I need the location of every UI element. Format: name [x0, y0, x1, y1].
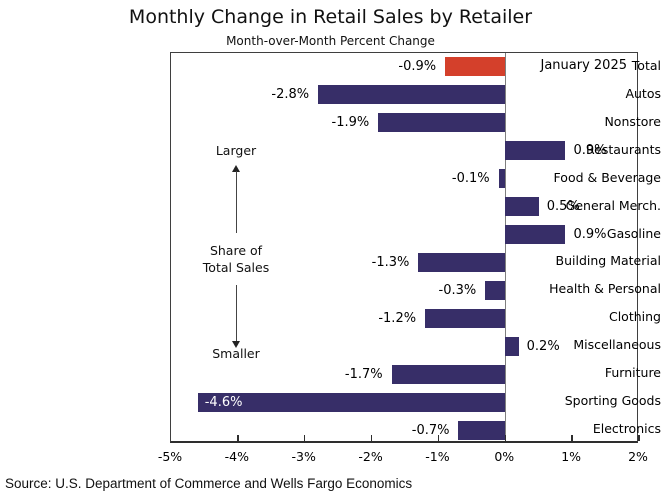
x-tick-mark [370, 435, 373, 441]
category-label-furniture: Furniture [604, 365, 661, 381]
category-label-autos: Autos [625, 85, 661, 101]
x-tick-label: -3% [291, 449, 316, 464]
bar-value-label: -2.8% [271, 87, 310, 103]
bar-nonstore [378, 113, 506, 133]
x-tick-label: -1% [425, 449, 450, 464]
bar-value-label: 0.9% [573, 227, 607, 243]
x-tick-mark [504, 435, 507, 441]
category-label-miscellaneous: Miscellaneous [573, 337, 661, 353]
x-tick-label: 2% [628, 449, 648, 464]
annotation-share-of-total-sales: Share of Total Sales [181, 243, 291, 277]
category-label-restaurants: Restaurants [586, 141, 661, 157]
x-tick-label: -2% [358, 449, 383, 464]
x-tick-mark [571, 435, 573, 441]
annotation-share-line1: Share of [209, 243, 263, 258]
bar-furniture [391, 364, 506, 384]
bar-clothing [425, 308, 506, 328]
category-label-building-material: Building Material [555, 253, 661, 269]
bar-food-beverage [498, 169, 506, 189]
bar-restaurants [505, 141, 566, 161]
bar-value-label: -1.3% [371, 254, 410, 270]
category-label-clothing: Clothing [608, 309, 661, 325]
x-tick-mark [638, 435, 640, 441]
category-label-gasoline: Gasoline [606, 225, 661, 241]
bar-building-material [418, 252, 506, 272]
x-tick-label: 0% [494, 449, 515, 464]
bar-total [445, 57, 506, 77]
bar-value-label: 0.9% [573, 143, 607, 159]
category-label-total: Total [631, 57, 661, 73]
bar-value-label: 0.2% [526, 338, 560, 354]
plot-area: -0.9% -2.8% -1.9% 0.9% -0.1% 0.5% 0.9% -1.3% -0.… [170, 52, 640, 443]
chart-subtitle: Month-over-Month Percent Change [226, 34, 435, 48]
zero-axis-line [504, 53, 507, 441]
x-tick-mark [437, 435, 440, 441]
date-annotation: January 2025 [540, 58, 628, 73]
bar-value-label: -1.2% [378, 310, 417, 326]
category-label-sporting-goods: Sporting Goods [564, 393, 661, 409]
bar-value-label: -1.7% [344, 366, 383, 382]
bar-value-label: -0.3% [438, 282, 477, 298]
bar-electronics [458, 420, 506, 440]
bar-value-label: -0.9% [398, 59, 437, 75]
bar-sporting-goods [197, 392, 506, 412]
bar-health-personal [485, 280, 506, 300]
arrow-down-line [235, 285, 237, 341]
bar-value-label: -1.9% [331, 115, 370, 131]
category-label-general-merch-: General Merch. [565, 197, 661, 213]
category-label-food-beverage: Food & Beverage [553, 169, 661, 185]
x-tick-mark [303, 435, 306, 441]
arrow-up-icon [232, 165, 240, 172]
bar-autos [318, 85, 506, 105]
category-label-nonstore: Nonstore [604, 113, 661, 129]
bar-miscellaneous [505, 336, 519, 356]
x-tick-label: 1% [561, 449, 582, 464]
bar-gasoline [505, 225, 566, 245]
x-tick-mark [237, 435, 239, 441]
annotation-share-line2: Total Sales [202, 259, 270, 275]
bar-general-merch- [505, 197, 539, 217]
bar-value-label: 0.5% [546, 199, 580, 215]
annotation-larger: Larger [215, 143, 257, 158]
x-tick-label: -5% [157, 449, 183, 464]
bar-value-label: -0.7% [411, 422, 450, 438]
category-label-electronics: Electronics [592, 421, 661, 437]
bar-value-label: -0.1% [451, 171, 490, 187]
category-label-health-personal: Health & Personal [549, 281, 661, 297]
arrow-up-line [235, 171, 237, 233]
arrow-down-icon [232, 341, 240, 348]
x-tick-label: -4% [224, 449, 250, 464]
bar-value-label: -4.6% [204, 394, 243, 410]
chart-title: Monthly Change in Retail Sales by Retail… [128, 6, 533, 28]
annotation-smaller: Smaller [212, 346, 260, 361]
source-citation: Source: U.S. Department of Commerce and … [5, 476, 413, 491]
